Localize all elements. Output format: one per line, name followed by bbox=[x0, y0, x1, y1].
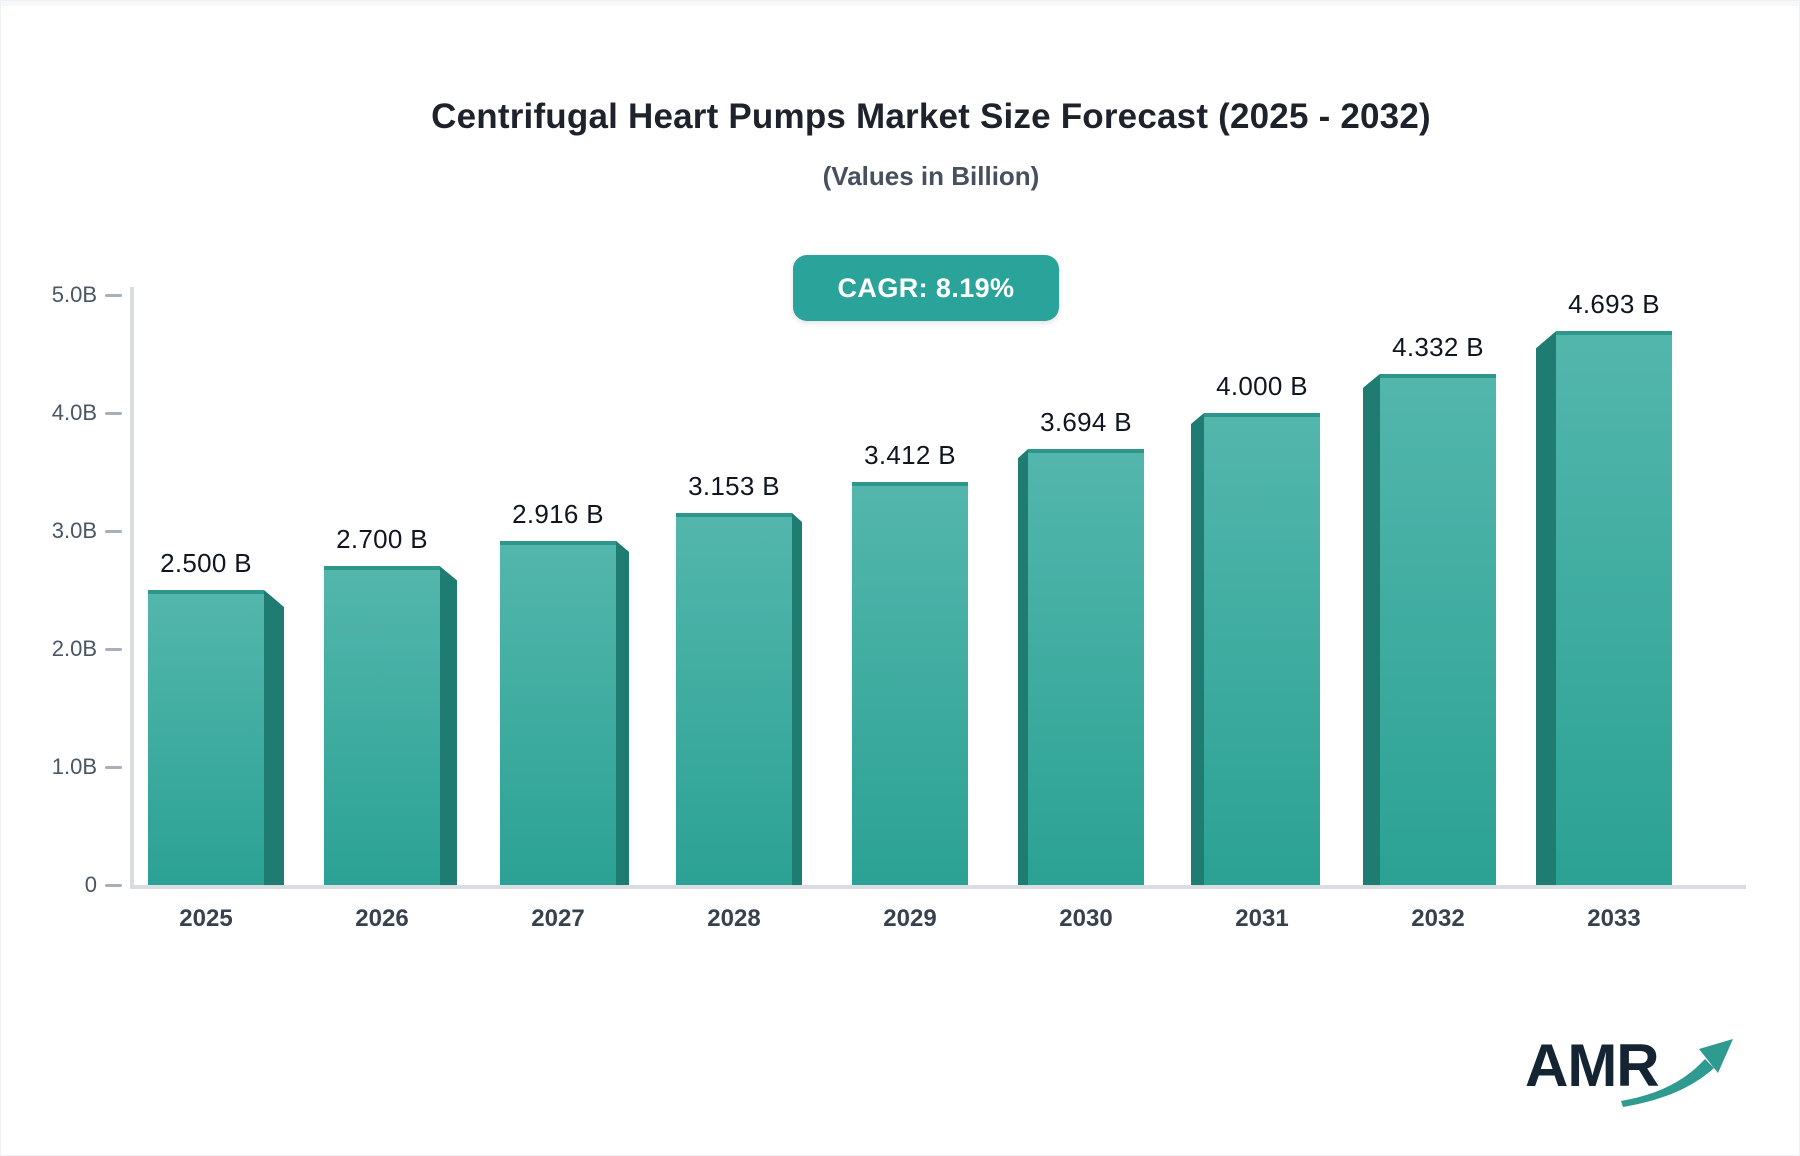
bar-face-2033 bbox=[1556, 331, 1672, 885]
bar-value-label: 4.332 B bbox=[1392, 331, 1484, 362]
bar-face-2025 bbox=[148, 590, 264, 885]
bar-face-2031 bbox=[1204, 413, 1320, 885]
card-top-edge bbox=[1, 1, 1799, 6]
chart-title: Centrifugal Heart Pumps Market Size Fore… bbox=[431, 97, 1431, 136]
y-axis-label: 1.0B bbox=[51, 754, 97, 779]
x-axis-label: 2031 bbox=[1235, 905, 1289, 932]
bar-side-face bbox=[440, 566, 457, 885]
amr-logo: AMR bbox=[1525, 1031, 1733, 1121]
bar-face-2027 bbox=[500, 540, 616, 885]
bar-side-face bbox=[264, 590, 284, 885]
bar-side-face bbox=[1536, 331, 1556, 885]
bar-face-2032 bbox=[1380, 373, 1496, 885]
x-axis-label: 2025 bbox=[179, 905, 233, 932]
bar-face-2030 bbox=[1028, 449, 1144, 885]
bar-side-face bbox=[1191, 413, 1204, 885]
bar-side-face bbox=[1363, 373, 1380, 885]
bar-value-label: 2.500 B bbox=[160, 548, 252, 578]
x-axis-label: 2033 bbox=[1587, 905, 1641, 932]
bar-value-label: 3.153 B bbox=[688, 470, 780, 501]
bar-value-label: 2.700 B bbox=[336, 524, 428, 555]
y-axis-tick bbox=[105, 766, 122, 769]
bar-face-2028 bbox=[676, 512, 792, 885]
cagr-badge: CAGR: 8.19% bbox=[793, 255, 1059, 321]
y-axis-tick bbox=[105, 648, 122, 651]
x-axis-label: 2030 bbox=[1059, 905, 1113, 932]
bar-value-label: 2.916 B bbox=[512, 498, 604, 529]
bar-value-label: 3.412 B bbox=[864, 440, 956, 471]
x-axis-label: 2026 bbox=[355, 905, 409, 932]
y-axis-tick bbox=[105, 884, 122, 887]
cagr-badge-label: CAGR: 8.19% bbox=[837, 272, 1015, 303]
y-axis-label: 2.0B bbox=[51, 636, 97, 661]
trend-up-arrow-icon bbox=[1621, 1039, 1733, 1107]
chart-subtitle: (Values in Billion) bbox=[822, 161, 1040, 191]
y-axis-tick bbox=[105, 530, 122, 533]
bar-value-label: 4.693 B bbox=[1568, 289, 1660, 320]
bar-side-face bbox=[1018, 449, 1028, 885]
amr-logo-text: AMR bbox=[1525, 1032, 1660, 1099]
bar-face-2029 bbox=[852, 482, 968, 885]
bar-value-label: 3.694 B bbox=[1040, 407, 1132, 438]
y-axis-line bbox=[130, 287, 134, 889]
y-axis-tick bbox=[105, 294, 122, 297]
bar-side-face bbox=[616, 540, 629, 885]
y-axis-label: 4.0B bbox=[51, 400, 97, 425]
y-axis-tick bbox=[105, 412, 122, 415]
x-axis-label: 2032 bbox=[1411, 905, 1465, 932]
x-axis-label: 2027 bbox=[531, 905, 585, 932]
bar-side-face bbox=[792, 512, 802, 885]
y-axis-label: 0 bbox=[84, 872, 97, 897]
bar-face-2026 bbox=[324, 566, 440, 885]
x-axis-line bbox=[130, 885, 1746, 889]
x-axis-label: 2029 bbox=[883, 905, 937, 932]
bar-value-label: 4.000 B bbox=[1216, 371, 1308, 401]
y-axis-label: 5.0B bbox=[51, 282, 97, 307]
y-axis-label: 3.0B bbox=[51, 518, 97, 543]
x-axis-label: 2028 bbox=[707, 905, 761, 932]
